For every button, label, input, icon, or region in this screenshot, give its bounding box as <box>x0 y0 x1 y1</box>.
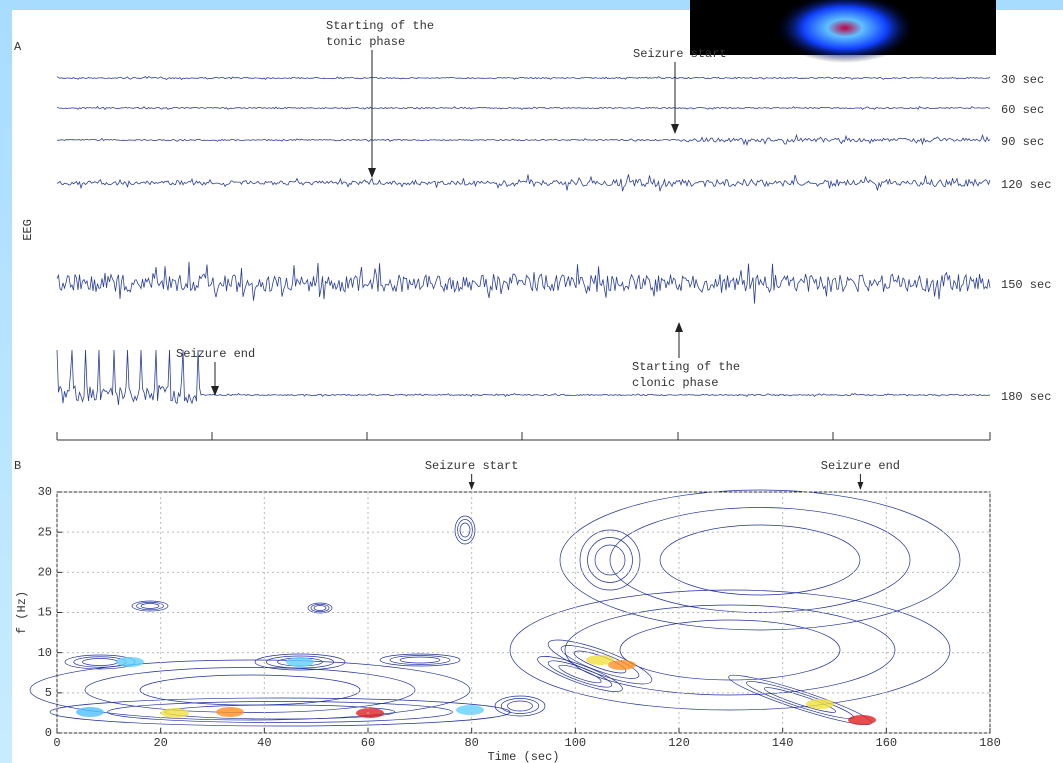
trace-label: 30 sec <box>1001 73 1044 87</box>
annotation: Seizure start <box>425 459 519 473</box>
contour-line <box>619 619 841 681</box>
panel-b-label: B <box>14 459 21 473</box>
contour-line <box>494 695 546 717</box>
contour-line <box>29 659 471 721</box>
panel-a-label: A <box>14 40 22 54</box>
y-tick-label: 5 <box>45 686 52 700</box>
trace-label: 60 sec <box>1001 103 1044 117</box>
contour-line <box>136 601 164 611</box>
trace-label: 180 sec <box>1001 390 1051 404</box>
x-tick-label: 100 <box>565 736 587 750</box>
contour-line <box>587 537 633 583</box>
annotation: clonic phase <box>632 376 718 390</box>
x-tick-label: 160 <box>876 736 898 750</box>
contour-fill <box>356 708 384 718</box>
y-tick-label: 10 <box>38 646 52 660</box>
contour-line <box>509 589 951 711</box>
contour-line <box>609 507 911 613</box>
eeg-trace <box>56 75 991 81</box>
contour-fill <box>116 657 144 667</box>
contour-line <box>659 524 861 596</box>
y-axis-label: f (Hz) <box>15 591 29 634</box>
eeg-trace <box>56 133 991 147</box>
y-tick-label: 0 <box>45 726 52 740</box>
arrowhead <box>675 322 683 332</box>
contour-line <box>560 645 640 679</box>
x-tick-label: 120 <box>668 736 690 750</box>
inset-glow <box>775 0 915 63</box>
y-tick-label: 30 <box>38 485 52 499</box>
contour-fill <box>76 707 104 717</box>
y-tick-label: 25 <box>38 525 52 539</box>
contour-line <box>131 600 169 612</box>
contour-line <box>454 515 476 545</box>
eeg-trace <box>56 174 991 192</box>
contour-fill <box>161 708 189 718</box>
contour-line <box>579 529 641 591</box>
x-tick-label: 0 <box>53 736 60 750</box>
contour-line <box>763 687 837 713</box>
contour-line <box>107 701 453 723</box>
contour-line <box>313 605 327 611</box>
eeg-label: EEG <box>21 219 35 241</box>
annotation: Seizure start <box>633 47 727 61</box>
contour-line <box>254 653 346 671</box>
x-axis-label: Time (sec) <box>487 750 559 763</box>
eeg-trace <box>56 105 991 111</box>
contour-line <box>559 489 961 631</box>
contour-line <box>457 519 473 541</box>
trace-label: 120 sec <box>1001 178 1051 192</box>
annotation: tonic phase <box>326 35 405 49</box>
x-tick-label: 20 <box>153 736 167 750</box>
contour-fill <box>586 655 614 665</box>
contour-line <box>399 656 441 664</box>
contour-line <box>547 660 613 688</box>
contour-line <box>49 697 511 727</box>
contour-line <box>139 674 361 706</box>
contours <box>29 489 961 727</box>
contour-line <box>389 655 451 665</box>
y-tick-label: 20 <box>38 566 52 580</box>
contour-fill <box>286 657 314 667</box>
contour-line <box>140 603 160 609</box>
contour-fill <box>848 715 876 725</box>
eeg-trace <box>56 261 991 304</box>
contour-fill <box>216 707 244 717</box>
arrowhead <box>857 482 864 490</box>
contour-line <box>379 653 461 667</box>
eeg-traces <box>56 75 991 405</box>
annotation: Starting of the <box>326 19 434 33</box>
arrowhead <box>671 124 679 134</box>
contour-fill <box>456 705 484 715</box>
contour-line <box>84 667 416 713</box>
arrowhead <box>211 386 219 396</box>
x-tick-label: 180 <box>979 736 1001 750</box>
y-tick-label: 15 <box>38 606 52 620</box>
annotation: Starting of the <box>632 360 740 374</box>
x-tick-label: 140 <box>772 736 794 750</box>
contour-line <box>507 700 533 712</box>
contour-fill <box>806 699 834 709</box>
annotation: Seizure end <box>821 459 900 473</box>
contour-line <box>459 522 471 538</box>
contour-line <box>307 602 333 614</box>
contour-line <box>500 698 540 714</box>
x-tick-label: 60 <box>361 736 375 750</box>
trace-label: 90 sec <box>1001 135 1044 149</box>
annotation: Seizure end <box>176 347 255 361</box>
contour-line <box>564 604 896 696</box>
x-tick-label: 80 <box>464 736 478 750</box>
contour-fill <box>608 660 636 670</box>
x-tick-label: 40 <box>257 736 271 750</box>
contour-line <box>537 656 623 692</box>
contour-line <box>594 544 626 576</box>
eeg-trace <box>56 349 991 405</box>
figure-background <box>12 10 1063 763</box>
arrowhead <box>468 482 475 490</box>
arrowhead <box>368 168 376 178</box>
trace-label: 150 sec <box>1001 278 1051 292</box>
contour-line <box>310 603 330 613</box>
